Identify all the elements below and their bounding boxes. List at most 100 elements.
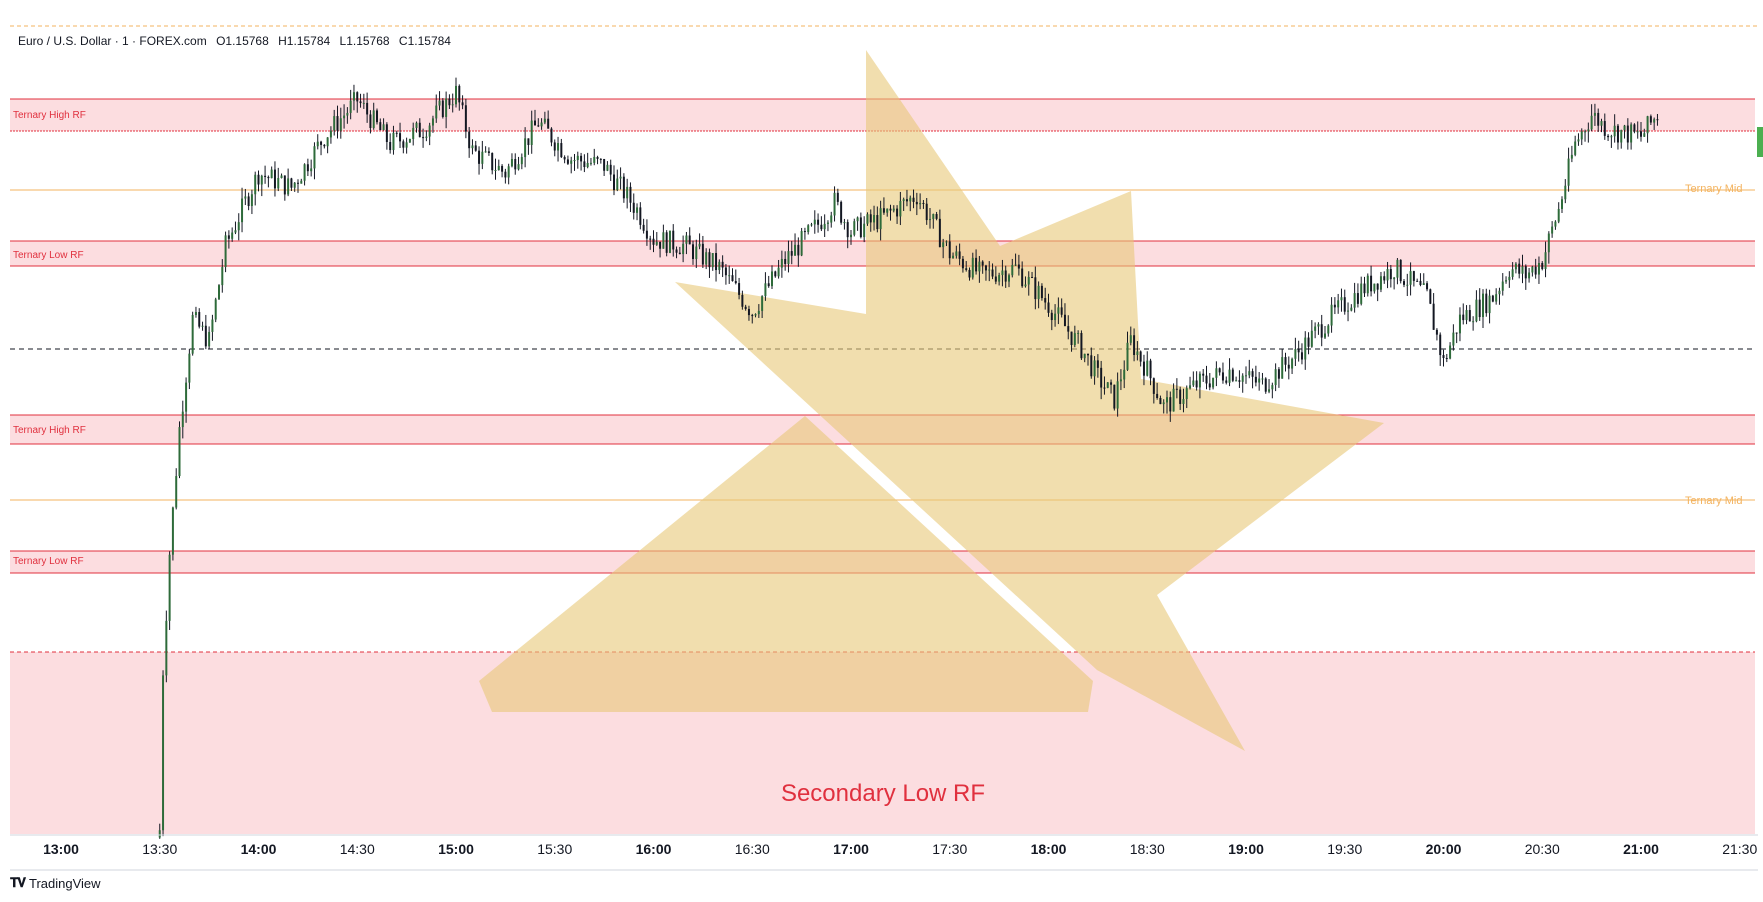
candle-body (655, 241, 658, 245)
candle-body (1636, 131, 1639, 133)
time-tick-label: 20:30 (1525, 841, 1560, 857)
candle-body (675, 249, 678, 253)
candle-body (1307, 337, 1310, 347)
candle-body (863, 223, 866, 238)
candle-body (1383, 276, 1386, 281)
candle-body (464, 105, 467, 132)
candle-body (1475, 299, 1478, 322)
candle-body (724, 267, 727, 276)
candle-body (1100, 367, 1103, 388)
candle-body (1366, 275, 1369, 294)
candle-body (1449, 345, 1452, 359)
candle-body (1268, 389, 1271, 392)
candle-body (771, 271, 773, 287)
candle-body (902, 199, 905, 201)
candle-body (524, 138, 527, 158)
candle-body (211, 319, 214, 332)
candle-body (455, 85, 457, 105)
candle-body (244, 196, 247, 199)
candle-body (194, 312, 197, 315)
candle-body (1603, 121, 1606, 136)
candle-body (1633, 124, 1636, 132)
triangle-shape[interactable] (479, 416, 1093, 712)
candle-body (958, 251, 961, 259)
candle-body (757, 310, 760, 315)
candle-body (853, 221, 856, 235)
candle-body (445, 98, 448, 117)
candle-body (1083, 353, 1086, 359)
candle-body (599, 158, 602, 160)
zone-labels: Ternary High RF Ternary Mid Ternary Low … (13, 110, 1742, 807)
candle-body (576, 155, 579, 161)
candle-body (981, 261, 984, 266)
candle-body (678, 252, 681, 255)
candle-body (451, 104, 454, 106)
candle-body (1373, 283, 1376, 292)
lower-low-zone-label: Ternary Low RF (13, 556, 84, 567)
candle-body (1182, 399, 1185, 404)
star-shape[interactable] (675, 50, 1384, 751)
candle-body (1337, 300, 1340, 308)
candle-body (570, 160, 573, 164)
candle-body (448, 98, 451, 106)
candle-body (1465, 310, 1468, 321)
candle-body (734, 281, 737, 284)
candle-body (794, 244, 797, 256)
candle-body (537, 125, 540, 127)
candle-body (701, 243, 704, 265)
candle-body (1640, 131, 1642, 137)
candle-body (1468, 310, 1471, 322)
candle-body (1264, 378, 1267, 392)
tradingview-logo-icon: 𝐓𝐕 (10, 875, 26, 890)
candle-body (1261, 378, 1264, 380)
symbol-name[interactable]: Euro / U.S. Dollar · 1 · FOREX.com (18, 34, 207, 48)
candle-body (1044, 298, 1047, 303)
candle-body (942, 242, 945, 248)
drawing-shapes[interactable] (479, 50, 1384, 751)
candle-body (428, 125, 431, 137)
candle-body (329, 130, 332, 138)
candle-body (1350, 307, 1353, 311)
candle-body (507, 166, 510, 178)
tradingview-brand[interactable]: 𝐓𝐕 TradingView (10, 875, 101, 891)
candle-body (797, 244, 800, 256)
candle-body (1162, 402, 1165, 405)
candle-body (514, 159, 517, 170)
ohlc-open: O1.15768 (216, 34, 269, 48)
candle-body (840, 201, 843, 223)
candle-body (1034, 277, 1037, 300)
time-axis[interactable]: 13:00 13:30 14:00 14:30 15:00 15:30 16:00 16:30… (43, 841, 1757, 857)
candle-body (718, 261, 721, 271)
candle-body (1198, 373, 1201, 388)
candle-body (366, 102, 369, 115)
candle-body (277, 178, 280, 189)
ohlc-low: L1.15768 (339, 34, 390, 48)
candle-body (938, 218, 941, 248)
candle-body (320, 141, 323, 145)
candle-body (886, 208, 889, 213)
candle-body (1356, 293, 1359, 304)
candle-body (1254, 376, 1257, 383)
lower-mid-label: Ternary Mid (1685, 495, 1742, 507)
candle-body (270, 169, 273, 179)
candle-body (218, 285, 220, 300)
candle-body (1057, 307, 1060, 314)
candle-body (662, 232, 665, 249)
candle-body (672, 230, 675, 250)
candle-body (616, 178, 619, 191)
candle-body (932, 214, 935, 219)
candle-body (313, 146, 316, 169)
candle-body (1113, 384, 1116, 409)
candle-body (543, 118, 546, 123)
candle-body (392, 132, 395, 151)
candle-body (287, 178, 290, 195)
secondary-low-zone-label: Secondary Low RF (781, 780, 985, 807)
candle-body (1610, 136, 1613, 138)
candle-body (171, 507, 174, 555)
time-tick-label: 16:30 (735, 841, 770, 857)
candle-body (1139, 351, 1142, 362)
candle-body (649, 238, 652, 240)
candle-body (991, 269, 994, 277)
candle-body (589, 162, 592, 164)
